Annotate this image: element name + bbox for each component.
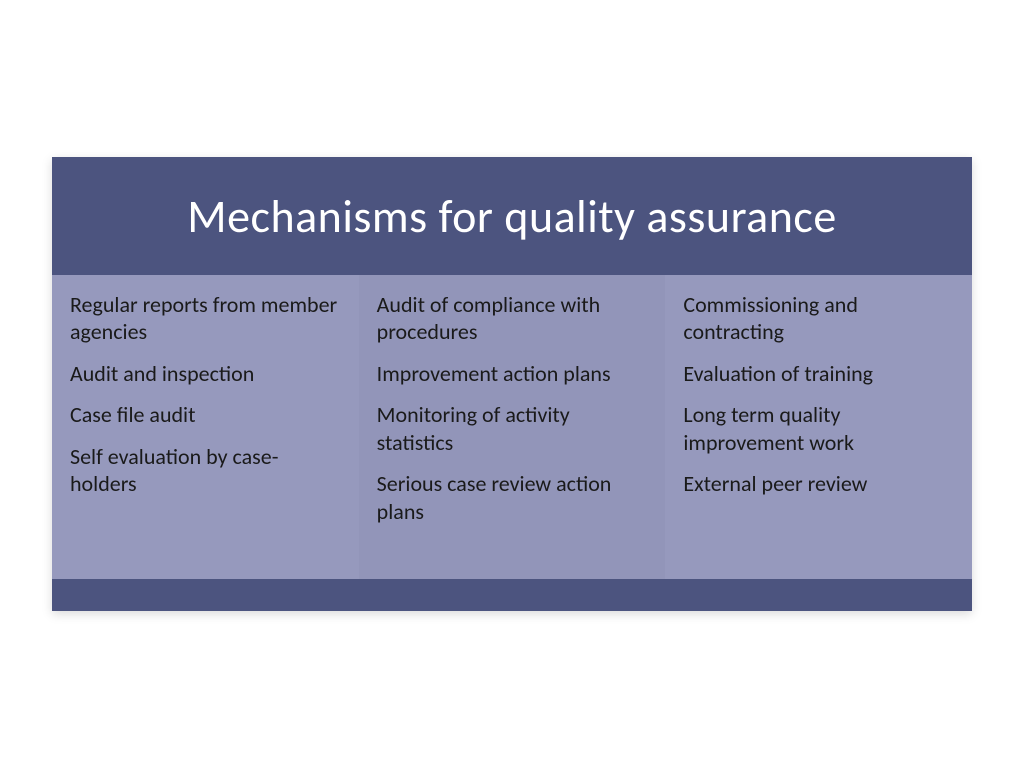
list-item: Serious case review action plans [377,470,648,525]
list-item: Regular reports from member agencies [70,291,341,346]
list-item: Evaluation of training [683,360,954,388]
list-item: Audit of compliance with procedures [377,291,648,346]
list-item: Self evaluation by case-holders [70,443,341,498]
list-item: Audit and inspection [70,360,341,388]
column-1: Regular reports from member agencies Aud… [52,275,359,580]
list-item: Long term quality improvement work [683,401,954,456]
title-bar: Mechanisms for quality assurance [52,157,972,275]
column-3: Commissioning and contracting Evaluation… [665,275,972,580]
list-item: Case file audit [70,401,341,429]
footer-bar [52,579,972,611]
column-2: Audit of compliance with procedures Impr… [359,275,666,580]
list-item: External peer review [683,470,954,498]
columns-row: Regular reports from member agencies Aud… [52,275,972,580]
list-item: Commissioning and contracting [683,291,954,346]
slide: Mechanisms for quality assurance Regular… [52,157,972,612]
list-item: Monitoring of activity statistics [377,401,648,456]
slide-title: Mechanisms for quality assurance [80,189,944,245]
list-item: Improvement action plans [377,360,648,388]
